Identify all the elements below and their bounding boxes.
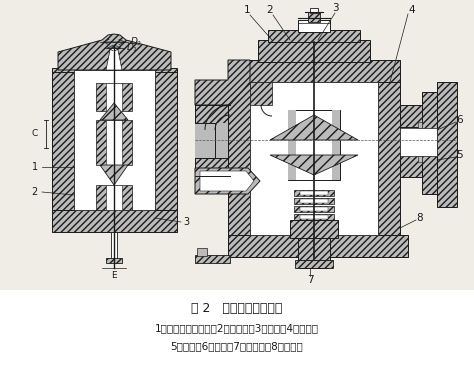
Bar <box>52 210 177 232</box>
Text: 3: 3 <box>332 3 338 13</box>
Bar <box>400 105 422 127</box>
Text: 1－主阀芯（活塞）；2－导阀芯；3－汽缸；4－导管；: 1－主阀芯（活塞）；2－导阀芯；3－汽缸；4－导管； <box>155 323 319 333</box>
Bar <box>195 158 230 176</box>
Bar <box>418 122 422 128</box>
Bar <box>228 60 400 82</box>
Bar <box>332 110 340 180</box>
Bar <box>96 83 132 111</box>
Bar <box>294 190 334 196</box>
Bar <box>378 80 400 235</box>
Text: 图 2   浮桶差压式疏水阀: 图 2 浮桶差压式疏水阀 <box>191 302 283 314</box>
Bar <box>228 80 250 235</box>
Text: 2: 2 <box>32 187 38 197</box>
Bar <box>195 123 230 158</box>
Bar <box>300 199 328 203</box>
Bar <box>400 155 422 177</box>
Polygon shape <box>270 155 358 175</box>
Bar <box>250 82 378 235</box>
Bar <box>300 215 328 219</box>
Bar <box>300 223 328 227</box>
Text: 1: 1 <box>32 162 38 172</box>
Text: 8: 8 <box>417 213 423 223</box>
Bar <box>308 12 320 22</box>
Bar <box>295 260 333 268</box>
Bar <box>300 191 328 195</box>
Bar <box>310 8 318 13</box>
Bar <box>197 248 207 256</box>
Bar <box>308 248 320 258</box>
Bar <box>106 120 122 165</box>
Polygon shape <box>100 165 128 185</box>
Bar <box>106 258 122 263</box>
Text: 2: 2 <box>267 5 273 15</box>
Text: E: E <box>111 271 117 279</box>
Bar <box>294 230 334 236</box>
Text: 6: 6 <box>456 115 463 125</box>
Bar <box>300 207 328 211</box>
Bar <box>96 120 132 165</box>
Bar <box>437 82 457 207</box>
Bar <box>52 68 177 72</box>
Bar <box>418 156 422 162</box>
Bar <box>52 70 74 210</box>
Bar <box>294 214 334 220</box>
Bar <box>298 238 330 260</box>
Bar <box>195 255 230 263</box>
Bar <box>288 110 340 180</box>
Bar <box>0 290 474 377</box>
Bar <box>290 220 338 238</box>
Polygon shape <box>270 115 358 140</box>
Text: C: C <box>32 130 38 138</box>
Bar <box>106 83 122 111</box>
Bar <box>294 206 334 212</box>
Polygon shape <box>58 34 171 70</box>
Bar <box>258 40 370 62</box>
Bar <box>300 231 328 235</box>
Text: 5: 5 <box>456 150 463 160</box>
Bar <box>106 185 122 210</box>
Bar <box>96 185 132 210</box>
Bar <box>294 198 334 204</box>
Polygon shape <box>106 47 122 70</box>
Bar <box>422 92 437 194</box>
Bar <box>288 110 296 180</box>
Polygon shape <box>195 60 250 105</box>
Bar <box>228 235 408 257</box>
Polygon shape <box>200 171 254 191</box>
Bar <box>305 238 323 248</box>
Bar <box>155 70 177 210</box>
Polygon shape <box>250 82 272 105</box>
Text: 3: 3 <box>183 217 189 227</box>
Bar <box>298 20 330 32</box>
Bar <box>400 128 437 156</box>
Text: 4: 4 <box>409 5 415 15</box>
Text: 1: 1 <box>244 5 250 15</box>
Text: 7: 7 <box>307 275 313 285</box>
Polygon shape <box>195 168 260 194</box>
Bar <box>74 70 155 210</box>
Text: 5－浮筒；6－阀杆；7－配重片；8－导向架: 5－浮筒；6－阀杆；7－配重片；8－导向架 <box>171 341 303 351</box>
Text: $D_2$: $D_2$ <box>130 36 142 48</box>
Text: $D_1$: $D_1$ <box>126 42 138 54</box>
Bar <box>195 105 230 123</box>
Polygon shape <box>100 103 128 120</box>
Bar <box>268 30 360 42</box>
Bar <box>111 232 117 262</box>
Bar <box>294 222 334 228</box>
